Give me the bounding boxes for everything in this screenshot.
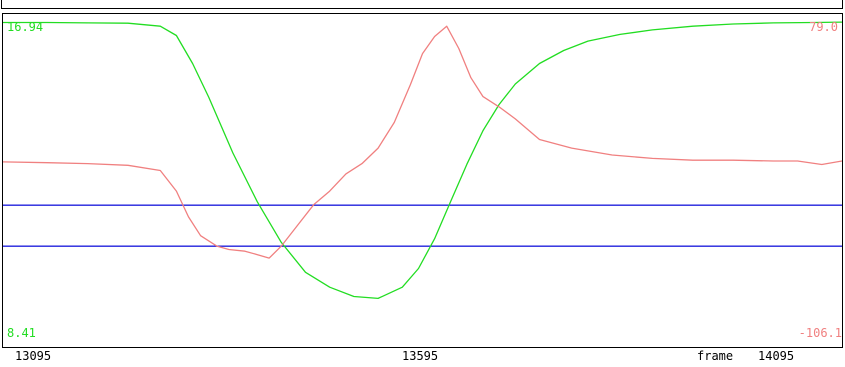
x-tick-label-end: 14095 [758,349,795,363]
x-tick-label-start: 13095 [15,349,52,363]
right-ymin-label: -106.1 [798,326,842,340]
left-ymax-label: 16.94 [7,20,44,34]
chart-svg [3,21,842,300]
x-tick-label-mid: 13595 [402,349,439,363]
plot-area: 16.94 79.0 8.41 -106.1 [2,13,843,348]
right-ymax-label: 79.0 [809,20,838,34]
left-ymin-label: 8.41 [7,326,36,340]
x-axis-label: frame [697,349,734,363]
series-line-left-axis [3,21,842,300]
top-bar [1,0,843,9]
series-line-right-axis [3,25,842,259]
